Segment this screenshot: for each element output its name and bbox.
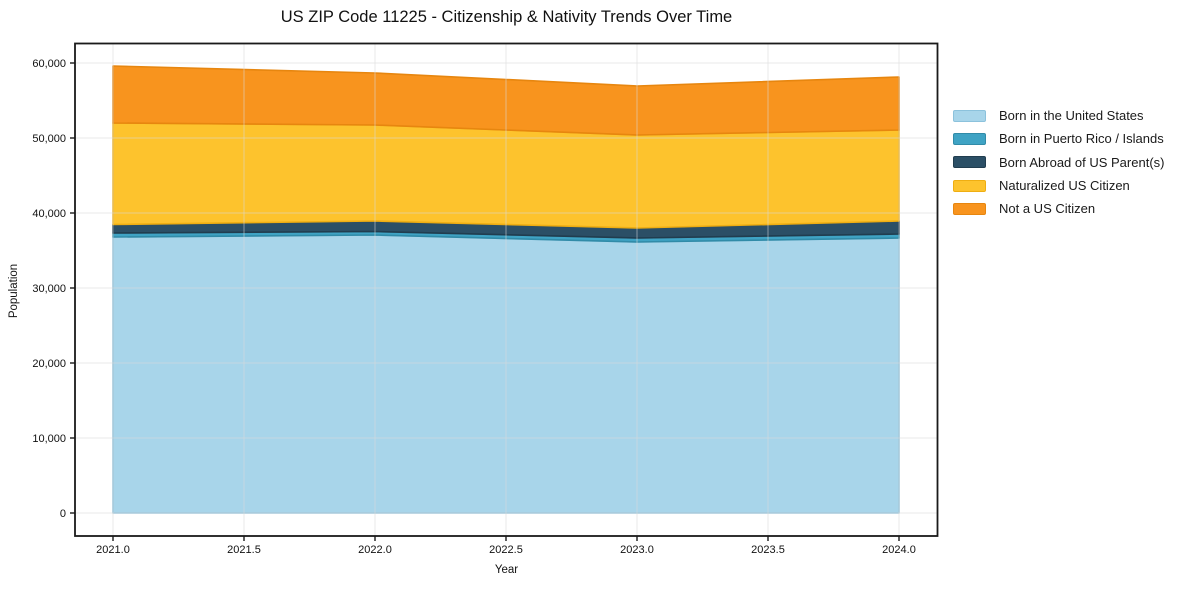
x-tick-label-0: 2021.0: [96, 544, 130, 556]
x-tick-label-2: 2022.0: [358, 544, 392, 556]
legend-label-3: Naturalized US Citizen: [999, 178, 1130, 194]
legend-item-4: Not a US Citizen: [953, 197, 1164, 220]
legend-item-0: Born in the United States: [953, 104, 1164, 127]
y-tick-label-2: 20,000: [32, 358, 66, 370]
y-tick-label-0: 0: [60, 508, 66, 520]
legend-swatch-4: [953, 202, 986, 215]
legend-swatch-1: [953, 132, 986, 145]
legend-label-0: Born in the United States: [999, 108, 1144, 124]
x-tick-label-5: 2023.5: [751, 544, 785, 556]
legend-item-1: Born in Puerto Rico / Islands: [953, 127, 1164, 150]
legend-item-3: Naturalized US Citizen: [953, 174, 1164, 197]
y-tick-label-1: 10,000: [32, 433, 66, 445]
y-tick-label-5: 50,000: [32, 133, 66, 145]
x-axis-label: Year: [494, 564, 519, 576]
legend: Born in the United States Born in Puerto …: [953, 104, 1164, 220]
legend-label-2: Born Abroad of US Parent(s): [999, 154, 1165, 170]
legend-item-2: Born Abroad of US Parent(s): [953, 151, 1164, 174]
x-tick-label-6: 2024.0: [882, 544, 916, 556]
y-tick-label-3: 30,000: [32, 283, 66, 295]
legend-swatch-2: [953, 156, 986, 169]
x-tick-label-4: 2023.0: [620, 544, 654, 556]
x-tick-label-1: 2021.5: [227, 544, 261, 556]
legend-label-1: Born in Puerto Rico / Islands: [999, 131, 1164, 147]
chart-title: US ZIP Code 11225 - Citizenship & Nativi…: [280, 8, 733, 26]
x-tick-label-3: 2022.5: [489, 544, 523, 556]
y-tick-label-6: 60,000: [32, 58, 66, 70]
y-tick-label-4: 40,000: [32, 208, 66, 220]
legend-label-4: Not a US Citizen: [999, 201, 1096, 217]
legend-swatch-3: [953, 179, 986, 192]
legend-swatch-0: [953, 109, 986, 122]
